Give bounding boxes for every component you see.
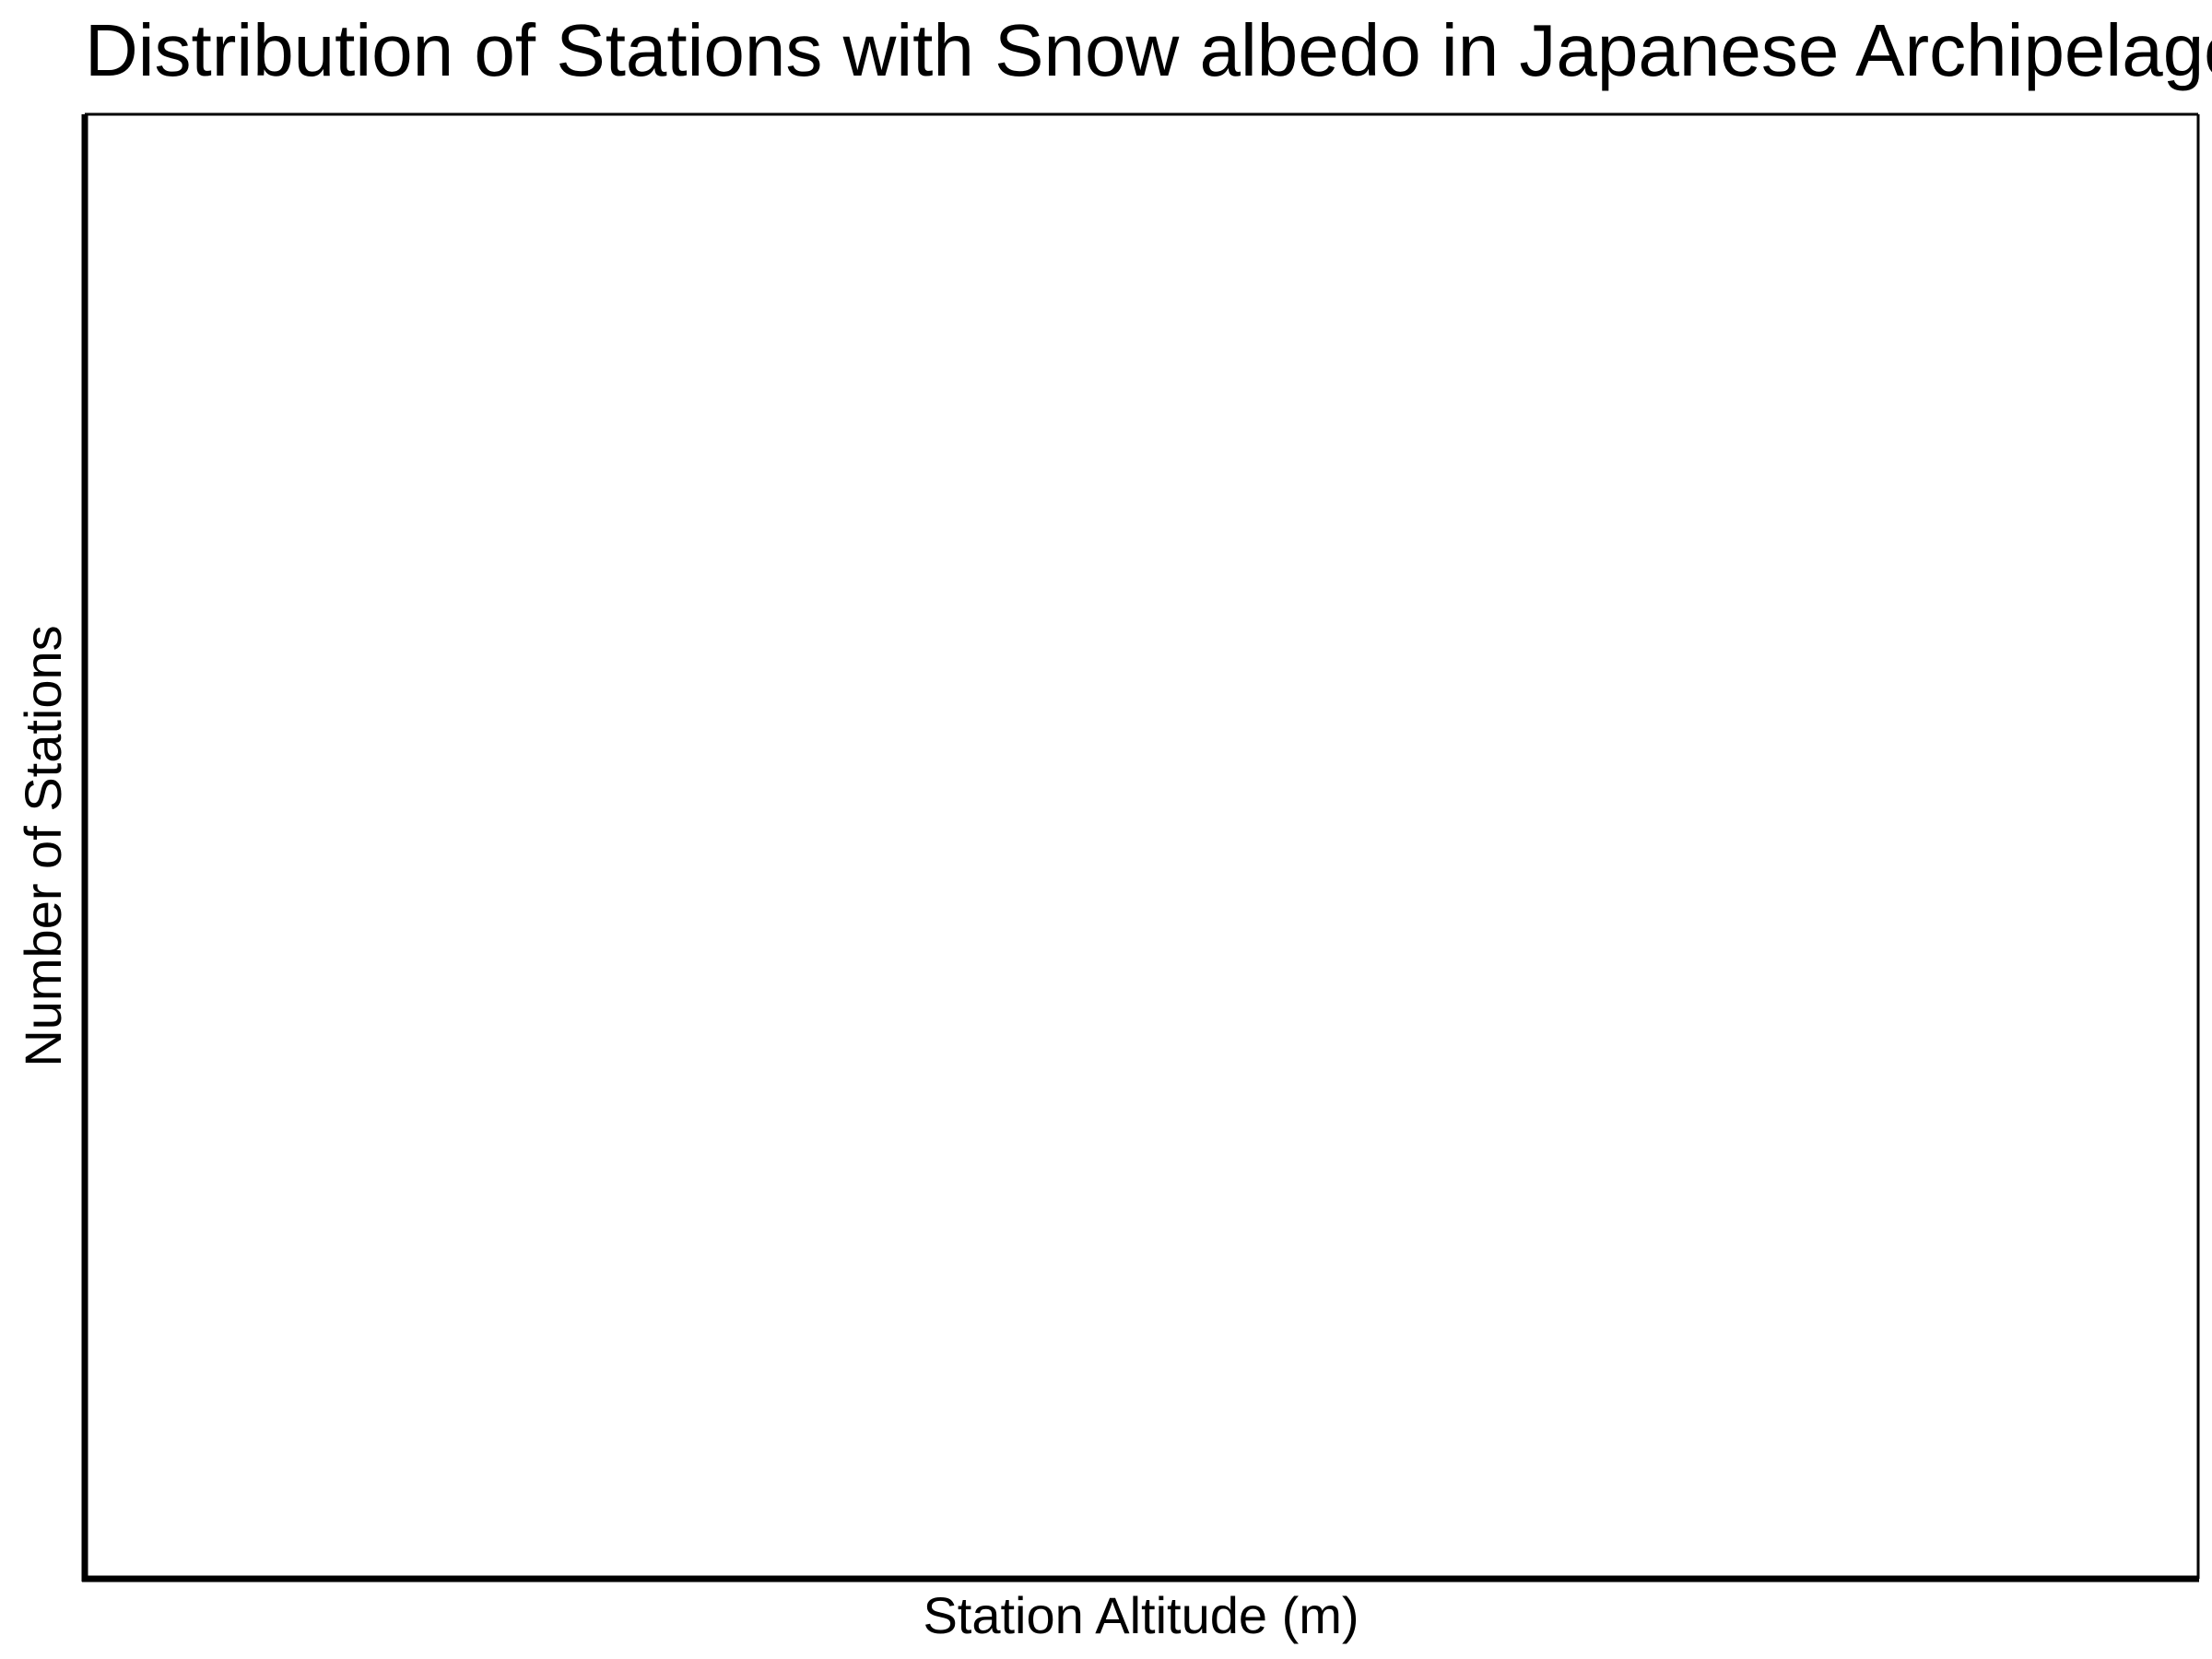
x-axis-label: Station Altitude (m) bbox=[923, 1586, 1359, 1644]
chart-title: Distribution of Stations with Snow albed… bbox=[85, 9, 2212, 91]
y-axis-label: Number of Stations bbox=[14, 625, 72, 1066]
plot-area bbox=[81, 112, 2200, 1583]
